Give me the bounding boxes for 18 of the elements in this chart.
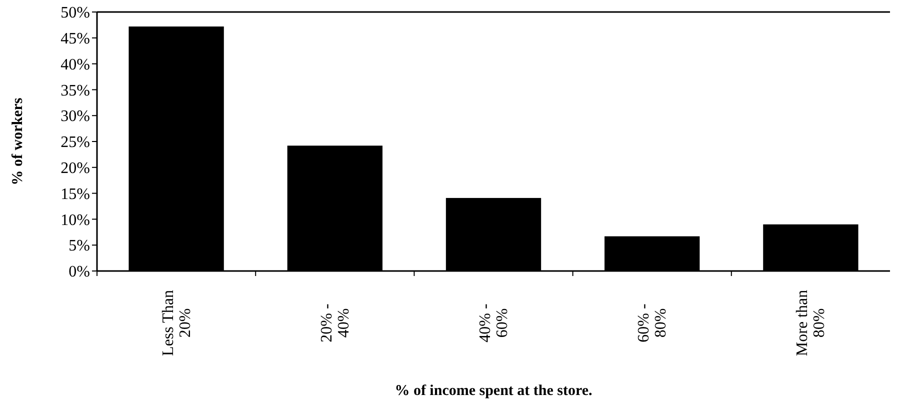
x-tick-label: 40% - 60% bbox=[477, 304, 511, 342]
x-tick-label: More than 80% bbox=[794, 290, 828, 356]
y-tick-label: 35% bbox=[60, 82, 90, 100]
y-tick-label: 10% bbox=[60, 212, 90, 229]
x-tick-label: 60% - 80% bbox=[636, 304, 670, 342]
y-tick-label: 30% bbox=[60, 108, 90, 126]
y-tick-label: 5% bbox=[68, 238, 90, 255]
y-tick-label: 40% bbox=[60, 56, 90, 74]
x-axis-title: % of income spent at the store. bbox=[394, 383, 593, 399]
y-tick-label: 25% bbox=[60, 134, 90, 152]
y-axis-title: % of workers bbox=[10, 98, 26, 186]
y-tick-label: 45% bbox=[60, 30, 90, 48]
y-tick-label: 20% bbox=[60, 160, 90, 177]
y-tick-label: 15% bbox=[60, 186, 90, 203]
y-tick-label: 0% bbox=[68, 264, 90, 281]
x-tick-label: 20% - 40% bbox=[318, 304, 352, 342]
x-tick-label: Less Than 20% bbox=[160, 290, 194, 356]
y-tick-label: 50% bbox=[60, 4, 90, 22]
